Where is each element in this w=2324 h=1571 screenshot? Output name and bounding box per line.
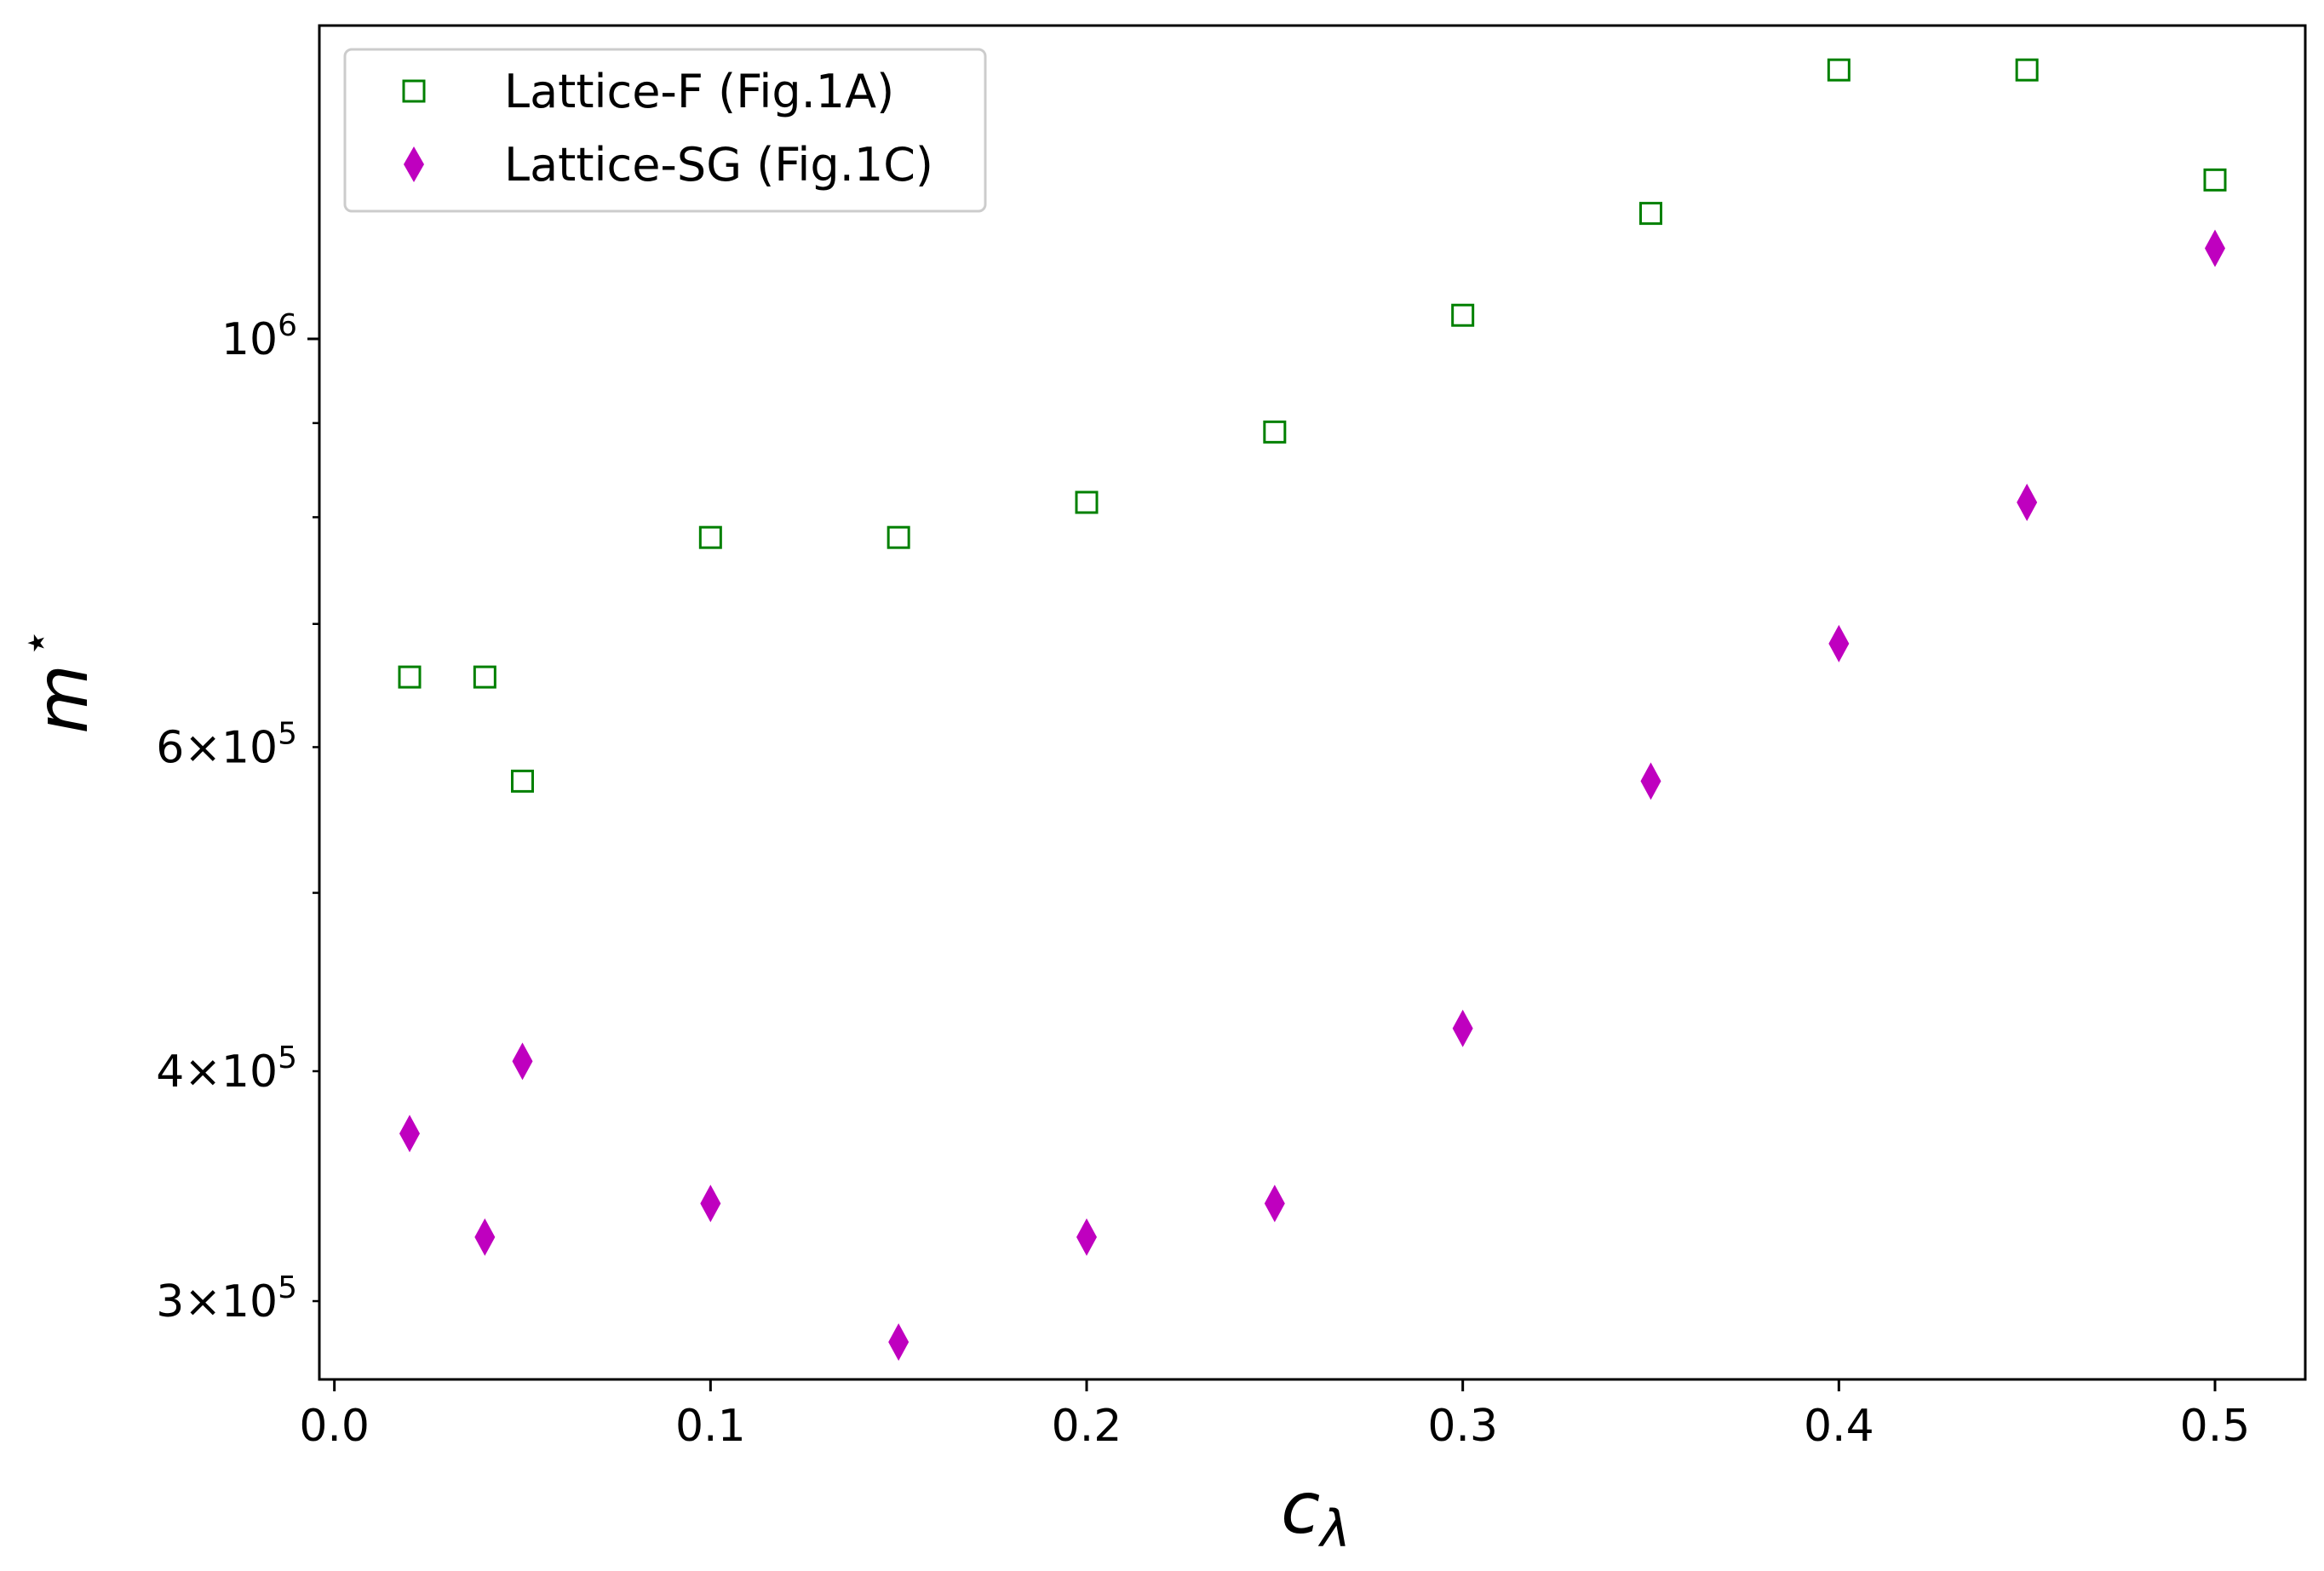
point-lattice-f (1827, 58, 1851, 82)
x-tick-label: 0.4 (1804, 1401, 1874, 1452)
y-tick-label: 4×105 (156, 1041, 297, 1098)
point-lattice-sg (474, 1218, 496, 1256)
x-tick-label: 0.5 (2180, 1401, 2251, 1452)
point-lattice-f (398, 665, 422, 689)
point-lattice-f (1263, 420, 1287, 444)
point-lattice-sg (512, 1042, 533, 1081)
tick-labels-layer: 0.0 0.1 0.2 0.3 0.4 0.5 106 3×105 4×105 6×105 (156, 308, 2250, 1452)
x-tick-label: 0.2 (1052, 1401, 1122, 1452)
point-lattice-f (698, 525, 722, 549)
point-lattice-sg (1828, 624, 1850, 662)
y-axis-title: m⋆ (9, 628, 104, 734)
legend-label-lattice-sg: Lattice-SG (Fig.1C) (504, 138, 933, 192)
legend-box (343, 48, 987, 213)
point-lattice-f (1075, 490, 1099, 514)
y-tick-label: 106 (221, 308, 297, 365)
plot-frame (318, 24, 2307, 1381)
point-lattice-f (511, 769, 534, 793)
data-points-layer (398, 58, 2227, 1362)
point-lattice-f (1451, 303, 1475, 327)
x-tick-label: 0.3 (1427, 1401, 1498, 1452)
point-lattice-sg (1264, 1184, 1285, 1223)
point-lattice-f (2015, 58, 2039, 82)
point-lattice-sg (2205, 229, 2225, 267)
point-lattice-f (2203, 168, 2227, 192)
point-lattice-sg (1452, 1009, 1473, 1047)
point-lattice-sg (700, 1184, 721, 1223)
point-lattice-sg (1640, 762, 1661, 800)
point-lattice-f (473, 665, 496, 689)
legend-marker-diamond (404, 146, 424, 182)
point-lattice-sg (888, 1323, 910, 1362)
point-lattice-sg (399, 1115, 420, 1153)
point-lattice-sg (2017, 483, 2038, 521)
y-tick-label: 6×105 (156, 716, 297, 773)
legend-label-lattice-f: Lattice-F (Fig.1A) (504, 65, 894, 118)
point-lattice-f (1639, 202, 1662, 226)
legend: Lattice-F (Fig.1A) Lattice-SG (Fig.1C) (343, 48, 987, 213)
legend-marker-square (402, 79, 426, 103)
x-tick-label: 0.0 (299, 1401, 370, 1452)
x-tick-label: 0.1 (675, 1401, 746, 1452)
point-lattice-sg (1076, 1218, 1097, 1256)
x-axis-title: cλ (1281, 1466, 1351, 1559)
point-lattice-f (887, 525, 910, 549)
y-tick-label: 3×105 (156, 1270, 297, 1327)
